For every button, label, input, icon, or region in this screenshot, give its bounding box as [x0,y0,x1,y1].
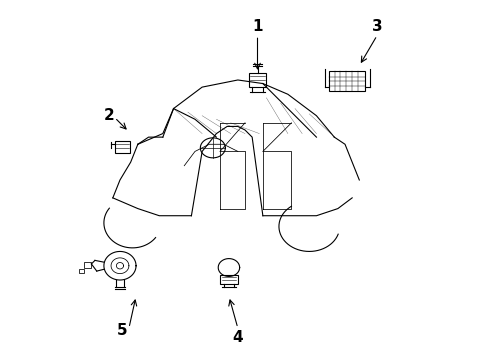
Bar [248,73,267,87]
Text: 1: 1 [252,19,263,34]
Bar [115,141,130,153]
Bar [220,275,238,284]
Text: 5: 5 [117,323,127,338]
Bar [79,269,84,273]
Bar [329,71,365,91]
Text: 2: 2 [104,108,115,123]
Bar [84,262,92,267]
Text: 3: 3 [372,19,383,34]
Text: 4: 4 [233,330,243,345]
